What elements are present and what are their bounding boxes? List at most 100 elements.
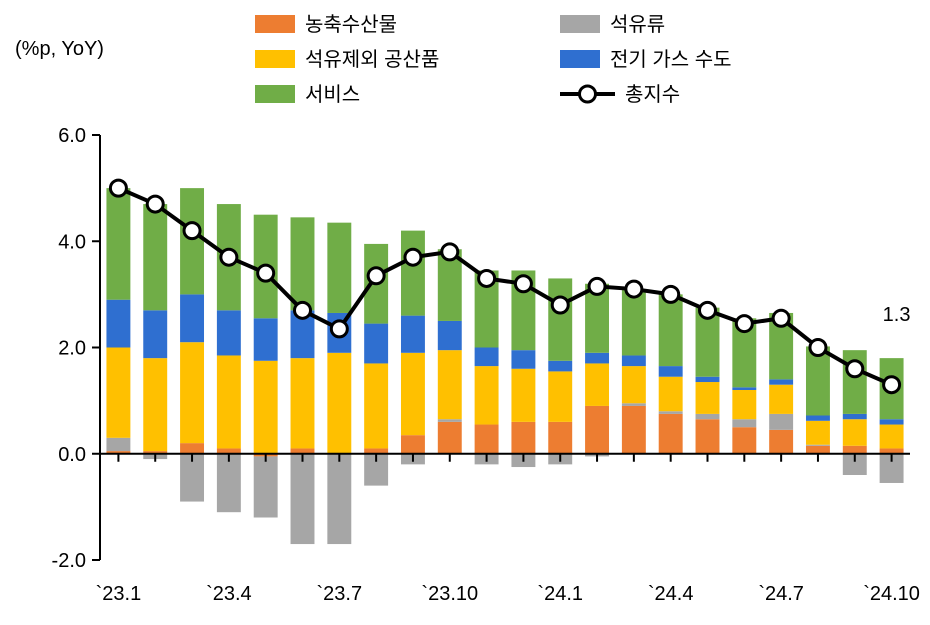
line-marker — [221, 249, 237, 265]
line-marker — [626, 281, 642, 297]
legend-swatch — [560, 15, 600, 33]
bar-segment — [291, 358, 315, 448]
bar-segment — [880, 425, 904, 449]
bar-segment — [696, 377, 720, 382]
bar-segment — [401, 435, 425, 454]
bar-segment — [585, 363, 609, 406]
bar-segment — [364, 363, 388, 448]
bar-segment — [843, 419, 867, 446]
bar-segment — [438, 321, 462, 350]
line-marker — [110, 180, 126, 196]
bar-segment — [732, 427, 756, 454]
legend-swatch — [255, 85, 295, 103]
chart-svg: -2.00.02.04.06.0(%p, YoY)`23.1`23.4`23.7… — [0, 0, 930, 625]
line-marker — [258, 265, 274, 281]
bar-segment — [475, 348, 499, 367]
line-marker — [184, 223, 200, 239]
bar-segment — [364, 324, 388, 364]
bar-segment — [732, 419, 756, 427]
legend-label: 농축수산물 — [305, 13, 397, 36]
line-marker — [515, 276, 531, 292]
x-tick-label: `24.10 — [863, 583, 920, 605]
x-tick-label: `23.7 — [317, 583, 363, 605]
legend-swatch — [255, 15, 295, 33]
bar-segment — [659, 366, 683, 377]
bar-segment — [585, 406, 609, 454]
bar-segment — [622, 355, 646, 366]
bar-segment — [696, 419, 720, 454]
bar-segment — [180, 342, 204, 443]
bar-segment — [548, 371, 572, 421]
bar-segment — [254, 361, 278, 454]
bar-segment — [511, 350, 535, 369]
bar-segment — [880, 419, 904, 424]
line-marker — [405, 249, 421, 265]
bar-segment — [143, 310, 167, 358]
line-marker — [368, 268, 384, 284]
line-marker — [147, 196, 163, 212]
legend-marker — [580, 86, 596, 102]
x-tick-label: `23.4 — [206, 583, 252, 605]
bar-segment — [769, 414, 793, 430]
bar-segment — [438, 419, 462, 422]
line-marker — [773, 310, 789, 326]
bar-segment — [143, 204, 167, 310]
bar-segment — [548, 422, 572, 454]
bar-segment — [732, 387, 756, 390]
legend-label: 전기 가스 수도 — [610, 48, 732, 71]
bar-segment — [401, 353, 425, 435]
x-tick-label: `23.1 — [96, 583, 142, 605]
bar-segment — [475, 366, 499, 424]
bar-segment — [622, 406, 646, 454]
line-marker — [589, 278, 605, 294]
bar-segment — [217, 310, 241, 355]
line-marker — [479, 270, 495, 286]
bar-segment — [769, 430, 793, 454]
line-marker — [884, 377, 900, 393]
bar-segment — [106, 438, 130, 451]
bar-segment — [291, 454, 315, 544]
bar-segment — [659, 377, 683, 412]
legend-swatch — [255, 50, 295, 68]
legend-label: 석유류 — [610, 13, 665, 36]
legend-label: 석유제외 공산품 — [305, 48, 439, 71]
y-axis-label: (%p, YoY) — [15, 38, 104, 60]
x-tick-label: `24.4 — [648, 583, 694, 605]
bar-segment — [438, 350, 462, 419]
bar-segment — [254, 318, 278, 361]
line-marker — [700, 302, 716, 318]
bar-segment — [622, 289, 646, 355]
legend-swatch — [560, 50, 600, 68]
bar-segment — [401, 231, 425, 316]
bar-segment — [696, 414, 720, 419]
bar-segment — [327, 454, 351, 544]
line-marker — [663, 286, 679, 302]
y-tick-label: 2.0 — [58, 338, 86, 360]
bar-segment — [106, 188, 130, 300]
line-marker — [847, 361, 863, 377]
x-tick-label: `24.1 — [537, 583, 583, 605]
bar-segment — [769, 379, 793, 384]
bar-segment — [511, 422, 535, 454]
legend-label: 서비스 — [305, 83, 360, 106]
bar-segment — [327, 353, 351, 454]
line-marker — [295, 302, 311, 318]
legend-label: 총지수 — [625, 83, 680, 106]
bar-segment — [180, 188, 204, 294]
bar-segment — [548, 361, 572, 372]
bar-segment — [843, 446, 867, 454]
bar-segment — [622, 403, 646, 406]
bar-segment — [180, 294, 204, 342]
bar-segment — [659, 294, 683, 366]
x-tick-label: `23.10 — [421, 583, 478, 605]
bar-segment — [401, 316, 425, 353]
annotation-label: 1.3 — [883, 304, 911, 326]
bar-segment — [291, 217, 315, 310]
line-marker — [736, 316, 752, 332]
bar-segment — [659, 414, 683, 454]
y-tick-label: 4.0 — [58, 231, 86, 253]
chart-container: -2.00.02.04.06.0(%p, YoY)`23.1`23.4`23.7… — [0, 0, 930, 625]
bar-segment — [511, 369, 535, 422]
line-marker — [810, 340, 826, 356]
line-marker — [552, 297, 568, 313]
